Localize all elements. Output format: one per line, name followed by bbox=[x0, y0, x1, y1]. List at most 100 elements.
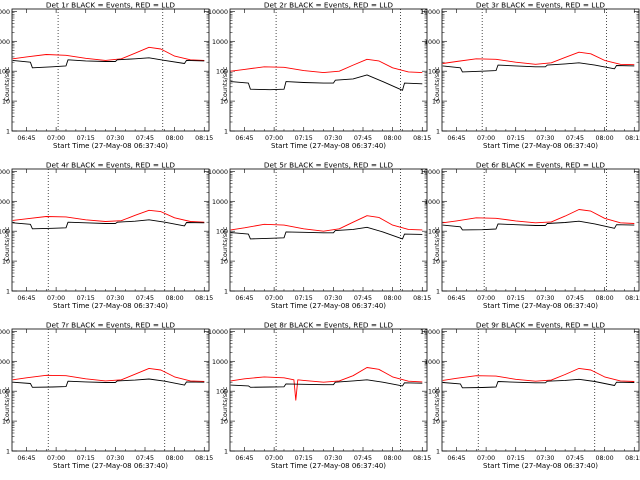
x-tick-label: 08:00 bbox=[384, 135, 402, 142]
events-series-line bbox=[442, 220, 635, 231]
y-tick-label: 10000 bbox=[420, 169, 440, 176]
x-tick-label: 08:00 bbox=[384, 455, 402, 462]
y-tick-label: 10000 bbox=[0, 329, 10, 336]
y-tick-label: 1000 bbox=[424, 359, 440, 366]
x-axis-label: Start Time (27-May-08 06:37:40) bbox=[483, 142, 598, 150]
chart-panel: Det 6r BLACK = Events, RED = LLD Counts/s… bbox=[420, 161, 640, 311]
x-tick-label: 07:45 bbox=[566, 135, 584, 142]
chart-panel: Det 1r BLACK = Events, RED = LLD Counts/s… bbox=[0, 1, 213, 151]
y-tick-label: 1000 bbox=[212, 39, 228, 46]
x-tick-label: 07:45 bbox=[566, 455, 584, 462]
y-tick-label: 1000 bbox=[0, 39, 10, 46]
lld-series-line bbox=[442, 367, 635, 382]
x-axis-label: Start Time (27-May-08 06:37:40) bbox=[483, 462, 598, 470]
x-tick-label: 08:15 bbox=[625, 455, 640, 462]
x-tick-label: 07:30 bbox=[106, 295, 124, 302]
x-tick-label: 07:00 bbox=[477, 295, 495, 302]
x-tick-label: 08:15 bbox=[195, 295, 213, 302]
y-tick-label: 10000 bbox=[208, 9, 228, 16]
x-tick-label: 08:15 bbox=[195, 455, 213, 462]
chart-panel: Det 9r BLACK = Events, RED = LLD Counts/s… bbox=[420, 321, 640, 471]
x-tick-label: 07:00 bbox=[477, 135, 495, 142]
x-tick-label: 07:15 bbox=[507, 455, 525, 462]
x-tick-label: 08:00 bbox=[166, 455, 184, 462]
x-tick-label: 07:00 bbox=[265, 135, 283, 142]
y-tick-label: 1000 bbox=[0, 359, 10, 366]
x-axis-label: Start Time (27-May-08 06:37:40) bbox=[53, 462, 168, 470]
events-series-line bbox=[12, 57, 205, 69]
y-tick-label: 10 bbox=[220, 99, 228, 106]
x-tick-label: 06:45 bbox=[447, 295, 465, 302]
x-tick-label: 07:45 bbox=[354, 135, 372, 142]
plot-frame bbox=[11, 328, 210, 452]
y-tick-label: 10000 bbox=[208, 169, 228, 176]
x-tick-label: 06:45 bbox=[17, 455, 35, 462]
y-tick-label: 10000 bbox=[0, 9, 10, 16]
lld-series-line bbox=[230, 367, 423, 401]
x-tick-label: 07:00 bbox=[265, 295, 283, 302]
plot-frame bbox=[229, 168, 428, 292]
x-tick-label: 07:15 bbox=[507, 295, 525, 302]
x-tick-label: 07:30 bbox=[536, 135, 554, 142]
y-tick-label: 1 bbox=[6, 289, 10, 296]
y-tick-label: 10000 bbox=[420, 9, 440, 16]
x-tick-label: 07:30 bbox=[324, 455, 342, 462]
y-axis-label: Counts/sec bbox=[222, 386, 229, 421]
y-tick-label: 1 bbox=[6, 129, 10, 136]
x-tick-label: 07:30 bbox=[324, 135, 342, 142]
y-tick-label: 1 bbox=[224, 449, 228, 456]
y-tick-label: 10 bbox=[2, 419, 10, 426]
chart-panel: Det 4r BLACK = Events, RED = LLD Counts/s… bbox=[0, 161, 213, 311]
x-tick-label: 08:00 bbox=[596, 135, 614, 142]
y-axis-label: Counts/sec bbox=[4, 66, 11, 101]
chart-title: Det 9r BLACK = Events, RED = LLD bbox=[476, 321, 606, 330]
y-tick-label: 100 bbox=[428, 389, 440, 396]
y-tick-label: 10000 bbox=[0, 169, 10, 176]
x-tick-label: 07:30 bbox=[536, 455, 554, 462]
x-tick-label: 08:00 bbox=[166, 295, 184, 302]
y-axis-label: Counts/sec bbox=[434, 386, 441, 421]
y-tick-label: 1 bbox=[224, 129, 228, 136]
y-tick-label: 100 bbox=[0, 69, 10, 76]
plot-frame bbox=[441, 8, 640, 132]
chart-panel: Det 2r BLACK = Events, RED = LLD Counts/s… bbox=[208, 1, 431, 151]
x-tick-label: 07:15 bbox=[295, 135, 313, 142]
y-tick-label: 100 bbox=[428, 229, 440, 236]
x-tick-label: 07:00 bbox=[47, 135, 65, 142]
y-tick-label: 10 bbox=[2, 99, 10, 106]
plot-frame bbox=[229, 328, 428, 452]
y-tick-label: 10 bbox=[220, 419, 228, 426]
x-tick-label: 08:00 bbox=[166, 135, 184, 142]
x-tick-label: 07:45 bbox=[136, 135, 154, 142]
chart-title: Det 6r BLACK = Events, RED = LLD bbox=[476, 161, 606, 170]
y-tick-label: 1 bbox=[436, 129, 440, 136]
lld-series-line bbox=[12, 209, 205, 223]
chart-panel: Det 5r BLACK = Events, RED = LLD Counts/s… bbox=[208, 161, 431, 311]
plot-frame bbox=[11, 8, 210, 132]
y-axis-label: Counts/sec bbox=[4, 386, 11, 421]
y-tick-label: 10 bbox=[432, 99, 440, 106]
chart-title: Det 5r BLACK = Events, RED = LLD bbox=[264, 161, 394, 170]
x-tick-label: 06:45 bbox=[235, 455, 253, 462]
y-tick-label: 1 bbox=[224, 289, 228, 296]
chart-title: Det 7r BLACK = Events, RED = LLD bbox=[46, 321, 176, 330]
y-tick-label: 1000 bbox=[212, 359, 228, 366]
events-series-line bbox=[442, 378, 635, 389]
x-tick-label: 07:45 bbox=[136, 295, 154, 302]
x-tick-label: 06:45 bbox=[17, 295, 35, 302]
events-series-line bbox=[230, 379, 423, 388]
plot-frame bbox=[229, 8, 428, 132]
chart-panel: Det 3r BLACK = Events, RED = LLD Counts/s… bbox=[420, 1, 640, 151]
events-series-line bbox=[230, 74, 423, 91]
x-tick-label: 07:15 bbox=[295, 295, 313, 302]
y-tick-label: 10 bbox=[2, 259, 10, 266]
y-tick-label: 1 bbox=[6, 449, 10, 456]
lld-series-line bbox=[12, 46, 205, 61]
y-tick-label: 10 bbox=[432, 419, 440, 426]
y-tick-label: 100 bbox=[428, 69, 440, 76]
x-tick-label: 07:30 bbox=[324, 295, 342, 302]
y-tick-label: 100 bbox=[216, 389, 228, 396]
y-tick-label: 1000 bbox=[212, 199, 228, 206]
x-axis-label: Start Time (27-May-08 06:37:40) bbox=[271, 462, 386, 470]
y-tick-label: 1000 bbox=[424, 39, 440, 46]
